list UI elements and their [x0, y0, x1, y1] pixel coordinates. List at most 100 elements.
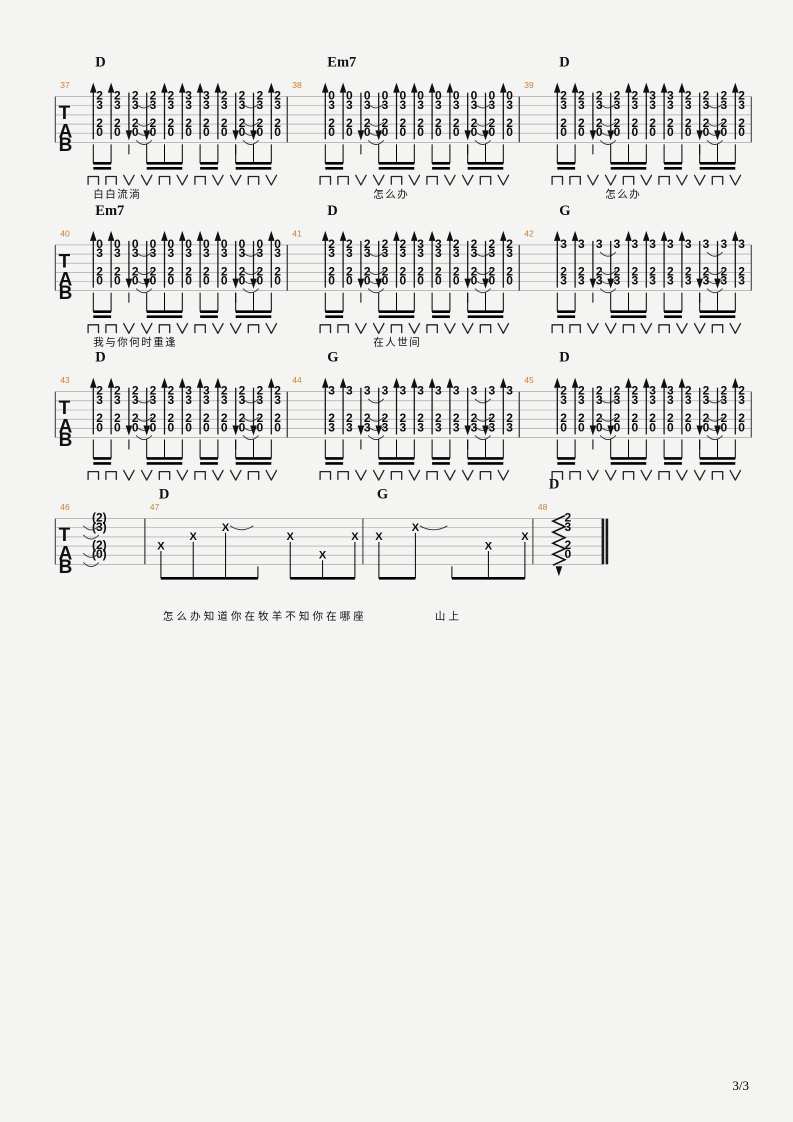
svg-text:0: 0: [578, 420, 585, 434]
svg-text:0: 0: [667, 125, 674, 139]
svg-text:白: 白: [105, 187, 116, 200]
svg-text:Em7: Em7: [327, 55, 356, 71]
svg-text:3: 3: [328, 420, 335, 434]
svg-text:0: 0: [256, 125, 263, 139]
svg-text:我: 我: [93, 337, 104, 349]
svg-text:0: 0: [417, 125, 424, 139]
svg-text:3: 3: [720, 393, 727, 407]
svg-text:你: 你: [231, 609, 242, 622]
svg-text:0: 0: [399, 274, 406, 288]
svg-text:3: 3: [96, 98, 103, 112]
svg-text:3: 3: [631, 274, 638, 288]
svg-text:0: 0: [667, 420, 674, 434]
svg-text:0: 0: [328, 274, 335, 288]
svg-text:怎: 怎: [605, 187, 616, 200]
svg-text:3: 3: [453, 384, 460, 398]
svg-text:3: 3: [506, 420, 513, 434]
svg-text:41: 41: [292, 228, 302, 238]
svg-text:重: 重: [153, 336, 164, 349]
svg-text:3: 3: [417, 420, 424, 434]
svg-text:3: 3: [631, 237, 638, 251]
svg-text:48: 48: [538, 502, 548, 512]
svg-text:D: D: [159, 487, 169, 503]
svg-text:3: 3: [382, 420, 389, 434]
svg-text:0: 0: [167, 420, 174, 434]
svg-text:0: 0: [685, 125, 692, 139]
svg-text:流: 流: [117, 187, 128, 200]
svg-text:0: 0: [274, 420, 281, 434]
svg-text:0: 0: [399, 125, 406, 139]
svg-text:0: 0: [328, 125, 335, 139]
svg-text:0: 0: [150, 125, 157, 139]
svg-text:3: 3: [720, 274, 727, 288]
svg-text:0: 0: [256, 420, 263, 434]
svg-text:0: 0: [614, 420, 621, 434]
svg-text:3: 3: [167, 246, 174, 260]
svg-text:与: 与: [105, 337, 116, 349]
svg-text:3: 3: [703, 237, 710, 251]
svg-text:办: 办: [629, 187, 640, 200]
svg-text:X: X: [521, 531, 529, 543]
svg-text:0: 0: [649, 420, 656, 434]
svg-text:0: 0: [96, 420, 103, 434]
svg-text:3: 3: [221, 246, 228, 260]
svg-text:0: 0: [565, 547, 572, 561]
svg-text:0: 0: [382, 274, 389, 288]
svg-text:3: 3: [417, 246, 424, 260]
svg-text:0: 0: [274, 125, 281, 139]
svg-text:3: 3: [578, 393, 585, 407]
svg-text:0: 0: [185, 125, 192, 139]
svg-text:0: 0: [649, 125, 656, 139]
svg-text:人: 人: [385, 337, 396, 349]
svg-text:0: 0: [578, 125, 585, 139]
svg-text:在: 在: [373, 337, 384, 349]
svg-text:在: 在: [245, 610, 256, 622]
svg-text:0: 0: [346, 125, 353, 139]
svg-text:47: 47: [150, 502, 160, 512]
svg-text:3: 3: [720, 237, 727, 251]
svg-text:哪: 哪: [340, 610, 351, 622]
svg-text:3: 3: [150, 393, 157, 407]
svg-text:3: 3: [417, 98, 424, 112]
svg-text:3: 3: [96, 393, 103, 407]
svg-text:3: 3: [685, 393, 692, 407]
svg-text:3: 3: [114, 246, 121, 260]
svg-text:3: 3: [685, 98, 692, 112]
svg-text:道: 道: [217, 609, 228, 622]
svg-text:D: D: [95, 55, 105, 71]
svg-text:3: 3: [435, 384, 442, 398]
svg-text:怎: 怎: [163, 609, 174, 622]
svg-text:牧: 牧: [258, 609, 269, 622]
svg-text:D: D: [549, 477, 559, 493]
svg-text:0: 0: [203, 125, 210, 139]
svg-text:3: 3: [649, 393, 656, 407]
svg-text:3: 3: [614, 98, 621, 112]
svg-text:3: 3: [114, 98, 121, 112]
svg-text:0: 0: [435, 274, 442, 288]
svg-text:0: 0: [631, 420, 638, 434]
svg-text:3: 3: [596, 237, 603, 251]
svg-text:世: 世: [397, 337, 408, 349]
svg-text:3: 3: [203, 98, 210, 112]
svg-text:3: 3: [614, 393, 621, 407]
svg-text:0: 0: [150, 274, 157, 288]
svg-text:3: 3: [560, 98, 567, 112]
svg-text:X: X: [222, 522, 230, 534]
svg-text:3: 3: [328, 98, 335, 112]
svg-text:3: 3: [346, 246, 353, 260]
svg-text:46: 46: [60, 502, 70, 512]
svg-text:0: 0: [96, 274, 103, 288]
svg-text:0: 0: [685, 420, 692, 434]
svg-text:3: 3: [399, 420, 406, 434]
svg-text:G: G: [377, 487, 388, 503]
svg-text:0: 0: [614, 125, 621, 139]
svg-text:3: 3: [435, 420, 442, 434]
svg-text:不: 不: [285, 610, 296, 622]
svg-text:X: X: [351, 531, 359, 543]
svg-text:白: 白: [93, 187, 104, 200]
svg-text:0: 0: [506, 125, 513, 139]
svg-text:3: 3: [346, 420, 353, 434]
svg-text:3: 3: [435, 246, 442, 260]
svg-text:3: 3: [649, 274, 656, 288]
svg-text:知: 知: [299, 609, 310, 622]
